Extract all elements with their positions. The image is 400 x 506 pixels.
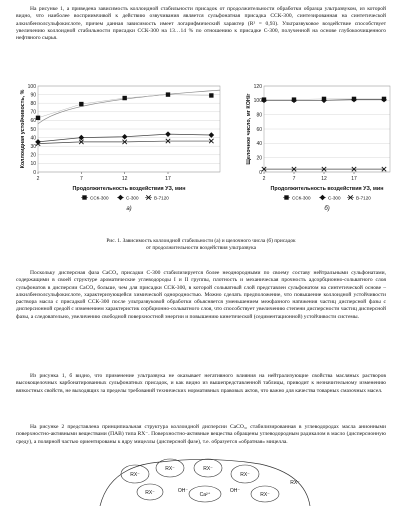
data-point [122, 139, 128, 145]
y-tick-label: 0 [259, 170, 262, 176]
data-point [291, 97, 297, 104]
legend-marker [145, 194, 152, 201]
panel-label: б) [324, 206, 329, 212]
paragraph-1: На рисунке 1, а приведена зависимость ко… [16, 6, 386, 42]
legend-label: С-300 [328, 195, 341, 200]
molecule-shape [188, 485, 222, 503]
x-tick-label: 2 [263, 176, 266, 182]
data-point [351, 96, 357, 103]
y-tick-label: 30 [30, 144, 36, 150]
molecule-label: RX⁻ [203, 466, 213, 472]
molecule-label: RX⁻ [130, 472, 140, 478]
caption-line-2: от продолжительности воздействия ультраз… [146, 245, 256, 251]
molecule-shape [250, 485, 280, 503]
data-point [165, 138, 171, 144]
legend-label: ССК-300 [90, 195, 109, 200]
paragraph-4: На рисунке 2 представлена принципиальная… [16, 424, 386, 445]
data-point [35, 115, 41, 121]
x-tick-label: 12 [321, 176, 327, 182]
series-trendline [37, 89, 221, 125]
x-tick-label: 7 [293, 176, 296, 182]
micelle-outline [99, 459, 311, 506]
legend-label: В-7120 [154, 195, 169, 200]
plot-area [263, 85, 391, 173]
data-point [291, 166, 297, 172]
ion-label: OH⁻ [178, 488, 189, 494]
legend-label: С-300 [126, 195, 139, 200]
x-axis-label: Продолжительность воздействия УЗ, мин [73, 185, 186, 192]
micelle-diagram: RX⁻ RX⁻ RX⁻ RX⁻ RX⁻ Ca²⁺ RX⁻ OH⁻ OH⁻ RX⁻ [99, 458, 311, 506]
plot-area [37, 85, 221, 173]
data-point [208, 138, 214, 144]
caption-line-1: Рис. 1. Зависимость коллоидной стабильно… [106, 238, 296, 244]
y-tick-label: 80 [256, 112, 262, 118]
molecule-label: RX⁻ [165, 466, 175, 472]
y-axis-label: Щелочное число, мг КОН/г [246, 93, 252, 165]
data-point [261, 97, 267, 104]
y-tick-label: 120 [254, 84, 263, 90]
data-point [381, 96, 387, 103]
legend-marker [117, 194, 124, 201]
molecule-shape [155, 458, 185, 478]
y-tick-label: 100 [28, 84, 37, 90]
data-point [321, 166, 327, 172]
data-point [165, 92, 171, 97]
data-point [122, 95, 127, 101]
data-point [209, 93, 214, 98]
y-tick-label: 20 [256, 155, 262, 161]
y-axis-label: Коллоидная устойчивость, % [19, 89, 26, 168]
y-tick-label: 20 [30, 153, 36, 159]
data-point [261, 166, 267, 172]
data-point [381, 166, 387, 172]
molecule-label: RX⁻ [145, 490, 155, 496]
panel-label: а) [126, 206, 131, 212]
data-point [208, 132, 215, 138]
data-point [351, 166, 357, 172]
chart-a: 0 10 20 30 40 50 60 70 80 90 100 2 7 12 17 Коллоидная у… [19, 84, 221, 212]
chart-b: 0 20 40 60 80 100 120 2 7 12 17 Щелочное число, мг … [246, 84, 391, 212]
x-tick-label: 2 [37, 176, 40, 182]
y-tick-label: 0 [33, 170, 36, 176]
molecule-label: Ca²⁺ [200, 492, 211, 498]
y-tick-label: 80 [30, 101, 36, 107]
y-tick-label: 60 [256, 127, 262, 133]
molecule-shape [120, 464, 150, 484]
figure-caption: Рис. 1. Зависимость коллоидной стабильно… [16, 238, 386, 252]
data-point [165, 131, 171, 137]
x-axis-label: Продолжительность воздействия УЗ, мин [271, 185, 384, 192]
paragraph-2: Поскольку дисперсная фаза CaCO₃ присадки… [16, 270, 386, 320]
data-point [35, 141, 41, 147]
x-tick-label: 7 [80, 176, 83, 182]
legend-label: В-7120 [356, 195, 371, 200]
x-tick-label: 12 [122, 176, 128, 182]
molecule-label: RX⁻ [240, 472, 250, 478]
y-tick-label: 40 [256, 141, 262, 147]
y-tick-label: 50 [30, 127, 36, 133]
molecule-shape [136, 483, 164, 501]
molecule-shape [193, 458, 223, 478]
y-tick-label: 90 [30, 92, 36, 98]
molecule-label: RX⁻ [290, 480, 300, 486]
legend-label: ССК-300 [292, 195, 311, 200]
y-tick-label: 60 [30, 118, 36, 124]
molecule-label: RX⁻ [260, 492, 270, 498]
legend-marker [347, 194, 354, 201]
x-tick-label: 17 [351, 176, 357, 182]
legend-marker [319, 194, 326, 201]
data-point [79, 101, 84, 107]
legend-marker [82, 195, 87, 200]
data-point [78, 139, 84, 145]
y-tick-label: 40 [30, 135, 36, 141]
y-tick-label: 70 [30, 110, 36, 116]
y-tick-label: 10 [30, 161, 36, 167]
legend-marker [284, 195, 289, 200]
x-tick-label: 17 [165, 176, 171, 182]
molecule-shape [230, 464, 260, 484]
paragraph-3: Из рисунка 1, б видно, что применение ул… [16, 373, 386, 394]
ion-label: OH⁻ [230, 488, 241, 494]
data-point [321, 97, 327, 104]
y-tick-label: 100 [254, 98, 263, 104]
data-point [121, 133, 128, 140]
